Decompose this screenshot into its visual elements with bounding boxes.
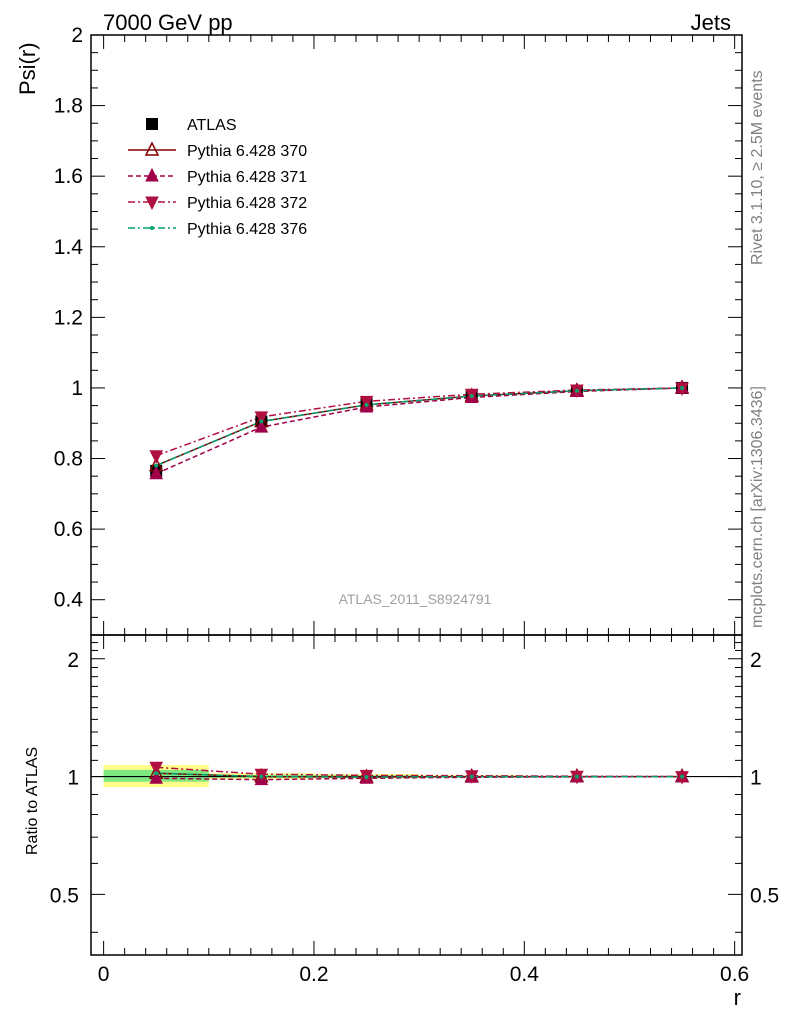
ratio-y-tick-label-right: 0.5 — [750, 884, 779, 907]
analysis-watermark: ATLAS_2011_S8924791 — [339, 591, 492, 607]
main-point-3-0 — [149, 450, 164, 464]
mcplots-reference-label: mcplots.cern.ch [arXiv:1306.3436] — [749, 386, 766, 628]
ratio-point-3-5 — [680, 774, 685, 779]
main-point-3-1 — [254, 411, 269, 426]
x-tick-label: 0.4 — [510, 963, 540, 986]
main-point-4-1 — [259, 419, 264, 424]
legend-marker — [145, 167, 159, 182]
ratio-point-1-0 — [149, 770, 164, 784]
main-point-3-2 — [359, 395, 374, 410]
ratio-y-tick-label-right: 1 — [750, 767, 762, 790]
legend-label: Pythia 6.428 371 — [187, 169, 307, 186]
ratio-panel-series — [148, 761, 690, 786]
ratio-point-3-3 — [469, 774, 474, 779]
ratio-y-axis-title: Ratio to ATLAS — [24, 747, 41, 855]
main-point-4-3 — [469, 394, 474, 399]
ratio-axis-ticks: 0.5 0.5 1 1 2 2 0 0.2 0.4 0.6 — [50, 634, 779, 986]
main-y-axis-title: Psi(r) — [15, 42, 40, 95]
y-tick-label: 0.6 — [54, 518, 83, 541]
legend-marker — [144, 141, 160, 156]
y-tick-label: 1.4 — [54, 236, 84, 259]
legend-label: ATLAS — [187, 117, 237, 134]
main-series-line-2 — [155, 387, 683, 475]
y-tick-label: 0.4 — [54, 589, 84, 612]
legend-label: Pythia 6.428 370 — [187, 143, 307, 160]
legend: ATLAS Pythia 6.428 370 Pythia 6.428 371 Pyt… — [128, 117, 307, 238]
main-point-4-4 — [574, 388, 579, 393]
main-series-line-3 — [155, 387, 683, 457]
y-tick-label: 1.8 — [54, 95, 83, 118]
legend-label: Pythia 6.428 372 — [187, 195, 307, 212]
energy-label: 7000 GeV pp — [103, 10, 233, 35]
main-series-line-4 — [155, 387, 683, 467]
main-point-4-2 — [364, 402, 369, 407]
rivet-version-label: Rivet 3.1.10, ≥ 2.5M events — [749, 70, 766, 265]
ratio-point-3-0 — [154, 771, 159, 776]
ratio-y-tick-label: 1 — [67, 767, 79, 790]
main-point-4-5 — [680, 385, 685, 390]
ratio-point-3-4 — [574, 774, 579, 779]
main-axis-ticks: 0.4 0.6 0.8 1 1.2 1.4 1.6 1.8 2 — [54, 24, 742, 636]
legend-label: Pythia 6.428 376 — [187, 221, 307, 238]
process-label: Jets — [691, 10, 731, 35]
main-point-2-0 — [149, 465, 164, 480]
y-tick-label: 1.2 — [54, 306, 83, 329]
x-tick-label: 0.6 — [720, 963, 749, 986]
legend-marker — [146, 118, 158, 130]
ratio-y-tick-label-right: 2 — [750, 649, 762, 672]
legend-marker — [145, 196, 159, 211]
ratio-point-2-0 — [149, 761, 164, 776]
main-point-4-0 — [154, 463, 159, 468]
ratio-y-tick-label: 0.5 — [50, 884, 79, 907]
main-series-line-1 — [155, 387, 683, 467]
legend-marker — [150, 226, 154, 230]
ratio-y-tick-label: 2 — [67, 649, 79, 672]
main-panel-series — [148, 379, 690, 480]
main-point-2-1 — [254, 418, 269, 433]
y-tick-label: 1.6 — [54, 165, 83, 188]
y-tick-label: 0.8 — [54, 448, 83, 471]
x-tick-label: 0.2 — [299, 963, 328, 986]
y-tick-label: 1 — [71, 377, 83, 400]
x-tick-label: 0 — [98, 963, 110, 986]
ratio-point-3-1 — [259, 774, 264, 779]
y-tick-label: 2 — [71, 24, 83, 47]
x-axis-title: r — [734, 985, 741, 1010]
ratio-series-line-3 — [156, 772, 683, 778]
ratio-point-3-2 — [364, 775, 369, 780]
ratio-panel-frame — [90, 634, 743, 956]
